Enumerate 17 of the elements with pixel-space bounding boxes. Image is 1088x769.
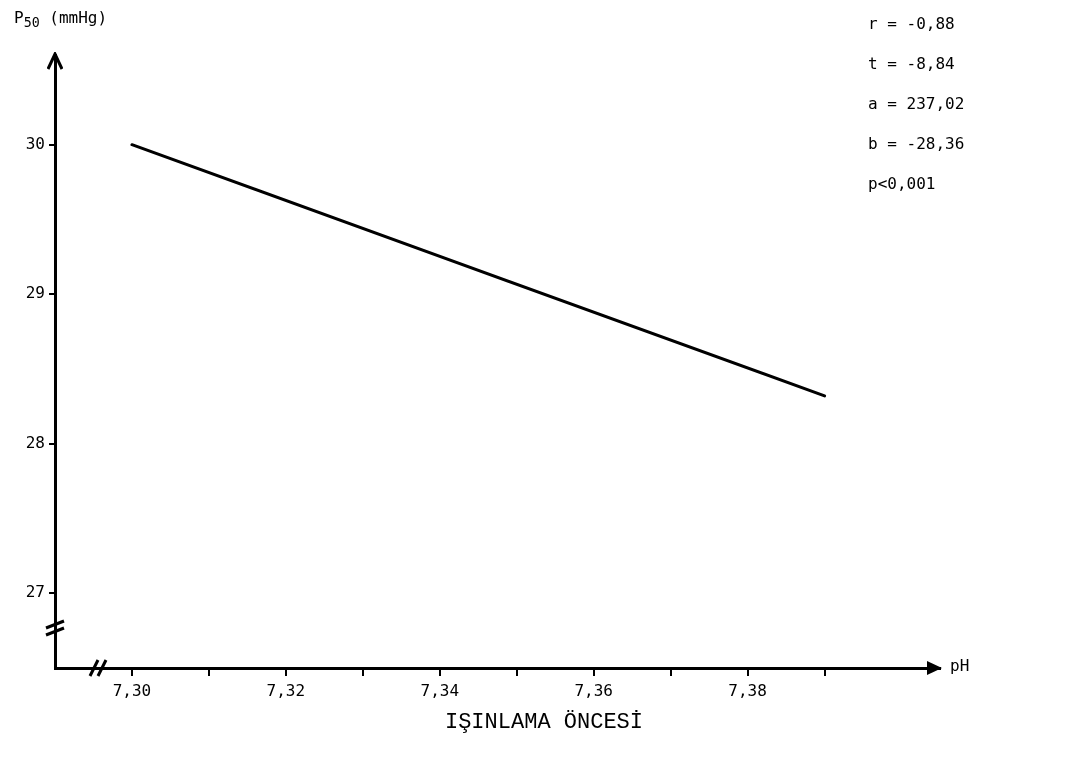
- y-tick-label: 28: [25, 432, 45, 452]
- x-tick-label: 7,36: [574, 680, 613, 700]
- text: IŞINLAMA ÖNCESİ: [443, 710, 644, 735]
- x-tick-label: 7,38: [728, 680, 767, 700]
- x-tick-label: 7,32: [266, 680, 306, 700]
- x-tick-label: 7,30: [112, 680, 152, 700]
- y-tick-label: 29: [25, 283, 45, 303]
- y-axis-title: P$_{50}$ (mmHg): [14, 8, 108, 31]
- x-axis-title: pH: [950, 656, 970, 675]
- y-tick-label: 27: [25, 582, 45, 602]
- annotation: t = -8,84: [868, 53, 956, 75]
- text: r = -0,88: [868, 13, 956, 35]
- annotation: b = -28,36: [868, 133, 965, 155]
- y-tick-label: 30: [25, 133, 45, 153]
- x-tick-label: 7,34: [420, 680, 460, 700]
- annotation: a = 237,02: [868, 93, 965, 115]
- annotation: p<0,001: [868, 173, 937, 195]
